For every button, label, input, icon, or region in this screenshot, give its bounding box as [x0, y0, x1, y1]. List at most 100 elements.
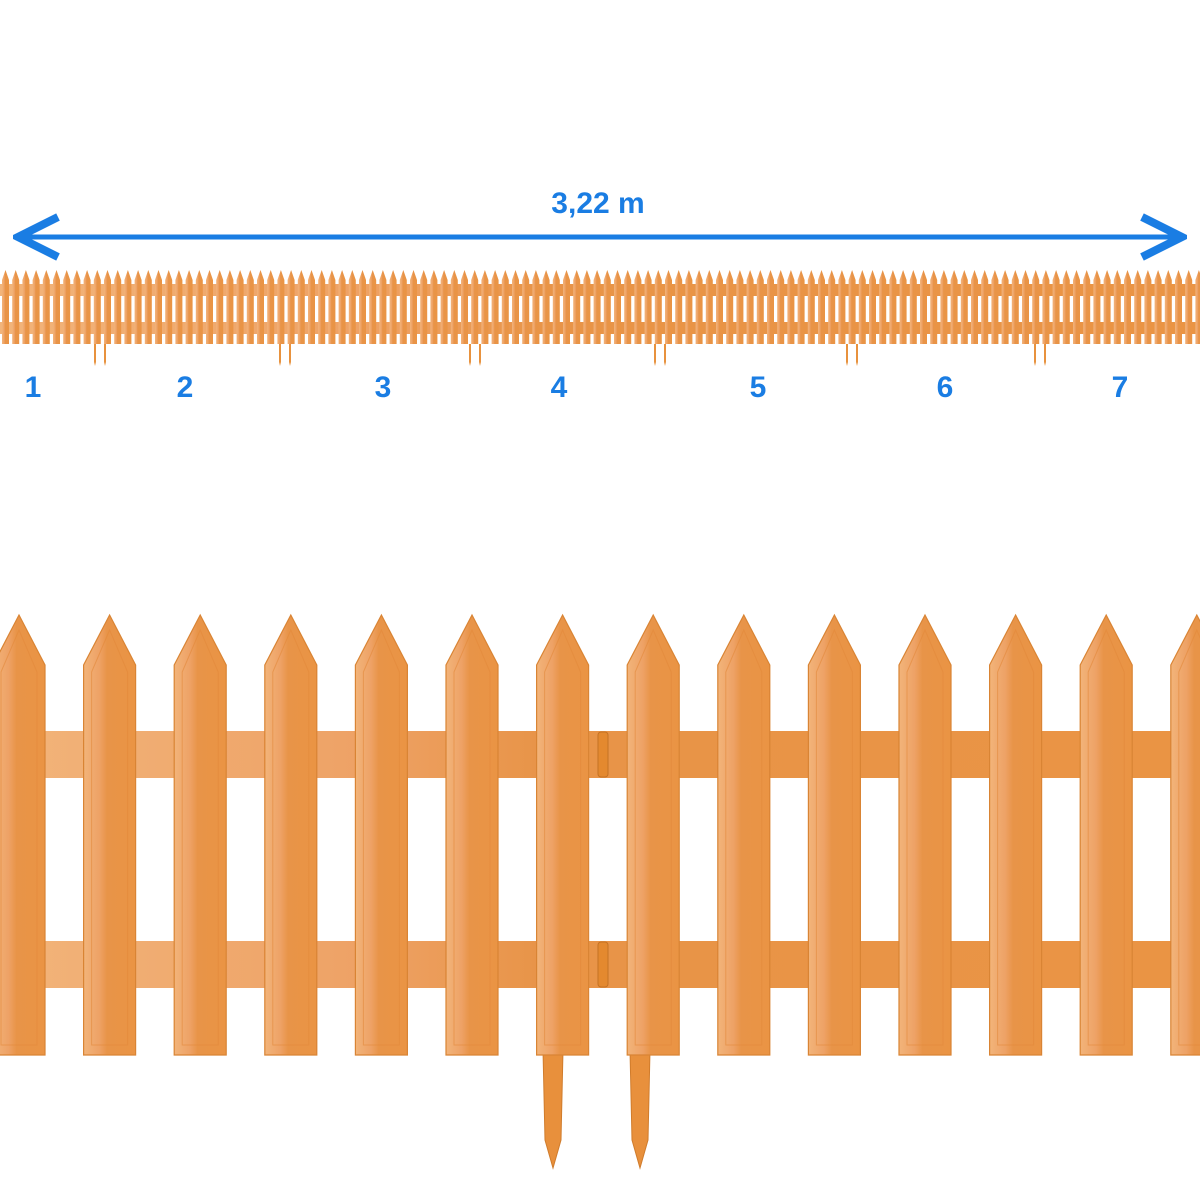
picket	[124, 270, 132, 344]
picket	[155, 270, 162, 344]
picket	[267, 270, 275, 344]
picket	[536, 613, 590, 1056]
picket	[1083, 270, 1091, 344]
picket	[144, 270, 152, 344]
picket	[287, 270, 295, 344]
panel-number: 6	[937, 371, 954, 404]
picket	[675, 270, 683, 344]
picket	[512, 270, 519, 344]
picket-bevel	[453, 628, 491, 1046]
picket	[726, 270, 734, 344]
picket	[264, 613, 318, 1056]
picket-bevel	[181, 628, 219, 1046]
picket	[1093, 270, 1101, 344]
picket	[1185, 270, 1193, 344]
panel-number: 2	[177, 371, 194, 404]
picket	[410, 270, 417, 344]
stake	[846, 344, 858, 366]
picket	[22, 270, 30, 344]
picket	[950, 270, 958, 344]
picket	[450, 270, 458, 344]
picket	[603, 270, 611, 344]
picket	[1062, 270, 1070, 344]
picket	[644, 270, 652, 344]
picket	[1124, 270, 1131, 344]
picket	[767, 270, 774, 344]
picket	[991, 270, 999, 344]
picket	[236, 270, 244, 344]
picket	[879, 270, 887, 344]
picket	[930, 270, 938, 344]
hinge	[597, 941, 609, 988]
length-label: 3,22 m	[551, 187, 644, 220]
picket	[807, 613, 861, 1056]
picket-bevel	[272, 628, 310, 1046]
picket	[1154, 270, 1162, 344]
picket	[614, 270, 621, 344]
picket	[848, 270, 856, 344]
stake	[654, 344, 666, 366]
picket	[1079, 613, 1133, 1056]
stake	[542, 1049, 564, 1170]
picket	[185, 270, 193, 344]
picket	[552, 270, 560, 344]
picket-bevel	[362, 628, 400, 1046]
picket	[634, 270, 642, 344]
picket-bevel	[725, 628, 763, 1046]
picket	[787, 270, 795, 344]
picket	[889, 270, 897, 344]
picket	[83, 270, 91, 344]
picket	[348, 270, 356, 344]
picket	[389, 270, 397, 344]
picket	[858, 270, 866, 344]
picket	[1011, 270, 1019, 344]
picket	[654, 270, 662, 344]
picket	[354, 613, 408, 1056]
picket	[746, 270, 754, 344]
picket	[898, 613, 952, 1056]
picket	[756, 270, 764, 344]
picket	[920, 270, 927, 344]
picket	[318, 270, 326, 344]
panel-number: 4	[551, 371, 568, 404]
picket	[989, 613, 1043, 1056]
stake	[94, 344, 106, 366]
picket	[12, 270, 20, 344]
picket	[2, 270, 9, 344]
picket	[981, 270, 989, 344]
picket	[1170, 613, 1200, 1056]
picket	[1175, 270, 1182, 344]
picket	[277, 270, 285, 344]
picket	[971, 270, 978, 344]
picket	[63, 270, 71, 344]
picket	[226, 270, 234, 344]
picket-bevel	[0, 628, 38, 1046]
picket	[359, 270, 366, 344]
picket	[73, 270, 81, 344]
picket-bevel	[1087, 628, 1125, 1046]
picket	[471, 270, 479, 344]
picket	[624, 270, 632, 344]
picket	[1103, 270, 1111, 344]
fence-closeup	[0, 613, 1200, 1170]
picket-bevel	[91, 628, 129, 1046]
picket	[626, 613, 680, 1056]
stake	[1034, 344, 1046, 366]
picket	[797, 270, 805, 344]
picket	[1032, 270, 1040, 344]
picket	[695, 270, 703, 344]
picket	[338, 270, 346, 344]
picket-bevel	[1178, 628, 1200, 1046]
picket	[716, 270, 723, 344]
picket	[195, 270, 203, 344]
picket	[1042, 270, 1050, 344]
hinge	[597, 731, 609, 778]
picket	[114, 270, 122, 344]
picket	[1134, 270, 1142, 344]
picket	[104, 270, 111, 344]
stake	[279, 344, 291, 366]
picket	[736, 270, 744, 344]
picket	[430, 270, 438, 344]
picket	[0, 613, 46, 1056]
